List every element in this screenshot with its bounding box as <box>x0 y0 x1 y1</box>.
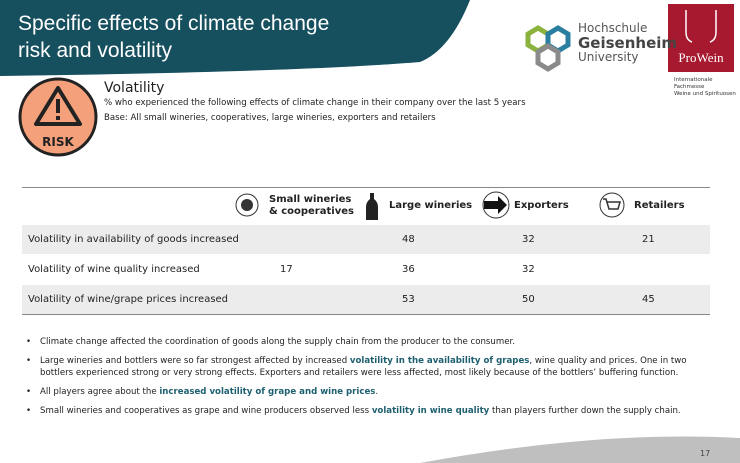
bullet: Small wineries and cooperatives as grape… <box>26 405 716 417</box>
logo-text: Hochschule <box>578 21 648 35</box>
bullet-text: Climate change affected the coordination… <box>40 337 515 347</box>
logo-text: Geisenheim <box>578 34 678 52</box>
header-line: Small wineries <box>269 194 352 205</box>
header-line: Large wineries <box>389 200 473 211</box>
row-label: Volatility of wine/grape prices increase… <box>28 294 229 305</box>
highlight: increased volatility of grape and wine p… <box>159 387 376 397</box>
cell-value: 32 <box>522 264 535 275</box>
title-line: risk and volatility <box>18 39 173 62</box>
cell-value: 17 <box>280 264 293 275</box>
bullets: Climate change affected the coordination… <box>26 336 716 424</box>
row-label: Volatility in availability of goods incr… <box>28 234 239 245</box>
tagline-text: Internationale Fachmesse <box>674 77 713 90</box>
logo-text: University <box>578 50 639 64</box>
header-row: Small wineries & cooperatives Large wineri… <box>22 188 710 224</box>
header-text: Exporters <box>514 200 569 212</box>
cell-value: 45 <box>642 294 655 305</box>
bullet-text: Small wineries and cooperatives as grape… <box>40 406 372 416</box>
section-title: Volatility <box>104 80 165 96</box>
bullet-text: . <box>375 387 379 397</box>
table-row: Volatility of wine/grape prices increase… <box>22 285 710 314</box>
bullet-text: Large wineries and bottlers were so far … <box>40 356 350 366</box>
bullet-text: All players agree about the <box>40 387 160 397</box>
geisenheim-logo: Hochschule Geisenheim University <box>578 22 677 64</box>
tagline-text: Weine und Spirituosen <box>674 91 736 97</box>
bullet-text: than players further down the supply cha… <box>489 406 681 416</box>
header-text: Retailers <box>634 200 685 212</box>
highlight: volatility in the availability of grapes <box>349 356 530 366</box>
title-line: Specific effects of climate change <box>18 12 330 35</box>
cell-value: 21 <box>642 234 655 245</box>
bullet: Climate change affected the coordination… <box>26 336 716 348</box>
prowein-name: ProWein <box>678 50 724 65</box>
bullet: All players agree about the increased vo… <box>26 386 716 398</box>
cell-value: 53 <box>402 294 415 305</box>
header-line: Exporters <box>514 200 569 211</box>
cell-value: 36 <box>402 264 415 275</box>
column-header: Small wineries & cooperatives <box>269 188 369 224</box>
row-label: Volatility of wine quality increased <box>28 264 200 275</box>
page-number: 17 <box>700 449 711 458</box>
risk-label: RISK <box>42 135 74 149</box>
column-header: Large wineries <box>389 188 489 224</box>
highlight: volatility in wine quality <box>371 406 490 416</box>
header-line: & cooperatives <box>269 206 354 217</box>
column-header: Exporters <box>514 188 604 224</box>
cell-value: 48 <box>402 234 415 245</box>
table: Small wineries & cooperatives Large wineri… <box>22 187 710 315</box>
section-subtitle: % who experienced the following effects … <box>104 98 526 108</box>
table-row: Volatility in availability of goods incr… <box>22 225 710 254</box>
prowein-tagline: Internationale Fachmesse Weine und Spiri… <box>674 77 740 98</box>
bullet-text: , wine quality and prices. One in two bo… <box>40 356 687 378</box>
section-base: Base: All small wineries, cooperatives, … <box>104 113 436 123</box>
header-text: Small wineries & cooperatives <box>269 194 354 218</box>
header-text: Large wineries <box>389 200 472 212</box>
header-line: Retailers <box>634 200 685 211</box>
cell-value: 50 <box>522 294 535 305</box>
bullet: Large wineries and bottlers were so far … <box>26 355 716 379</box>
column-header: Retailers <box>634 188 724 224</box>
title: Specific effects of climate change risk a… <box>18 10 329 64</box>
cell-value: 32 <box>522 234 535 245</box>
table-row: Volatility of wine quality increased 17 36… <box>22 255 710 284</box>
